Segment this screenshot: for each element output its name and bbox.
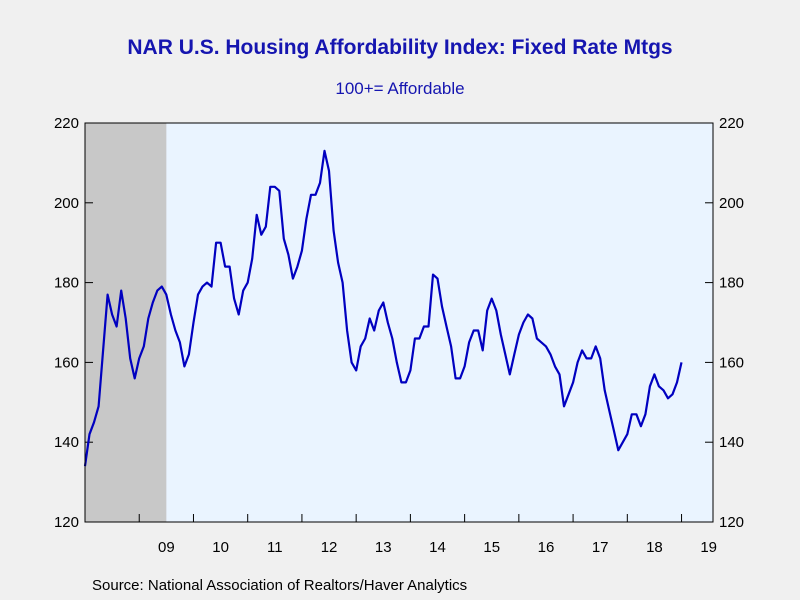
series-line bbox=[83, 149, 683, 467]
y-tick-label-right: 200 bbox=[719, 195, 744, 212]
x-tick-label: 09 bbox=[158, 539, 175, 556]
x-tick-label: 14 bbox=[429, 539, 446, 556]
y-tick-label-left: 220 bbox=[54, 115, 79, 132]
y-axis-ticks: 120 120 140 140 160 160 180 180 200 200 220 220 bbox=[54, 115, 744, 531]
x-tick-label: 17 bbox=[592, 539, 609, 556]
x-tick-label: 19 bbox=[700, 539, 717, 556]
y-tick-label-right: 120 bbox=[719, 514, 744, 531]
y-tick-label-left: 120 bbox=[54, 514, 79, 531]
y-tick-label-left: 200 bbox=[54, 195, 79, 212]
x-tick-label: 11 bbox=[267, 539, 283, 556]
y-tick-label-left: 140 bbox=[54, 434, 79, 451]
x-tick-label: 12 bbox=[321, 539, 338, 556]
chart-subtitle: 100+= Affordable bbox=[335, 79, 465, 98]
y-tick-label-left: 160 bbox=[54, 354, 79, 371]
y-tick-label-right: 180 bbox=[719, 275, 744, 292]
plot-area bbox=[85, 123, 713, 522]
x-tick-label: 18 bbox=[646, 539, 663, 556]
y-tick-label-right: 140 bbox=[719, 434, 744, 451]
x-tick-label: 15 bbox=[483, 539, 500, 556]
plot-border bbox=[84, 122, 714, 523]
source-note: Source: National Association of Realtors… bbox=[92, 577, 468, 594]
x-axis-ticks: 09 10 11 12 13 14 15 16 17 18 19 bbox=[84, 514, 717, 556]
chart-title: NAR U.S. Housing Affordability Index: Fi… bbox=[127, 36, 673, 59]
y-tick-label-left: 180 bbox=[54, 275, 79, 292]
y-tick-label-right: 220 bbox=[719, 115, 744, 132]
x-tick-label: 13 bbox=[375, 539, 392, 556]
x-tick-label: 10 bbox=[212, 539, 229, 556]
x-tick-label: 16 bbox=[538, 539, 555, 556]
y-tick-label-right: 160 bbox=[719, 354, 744, 371]
